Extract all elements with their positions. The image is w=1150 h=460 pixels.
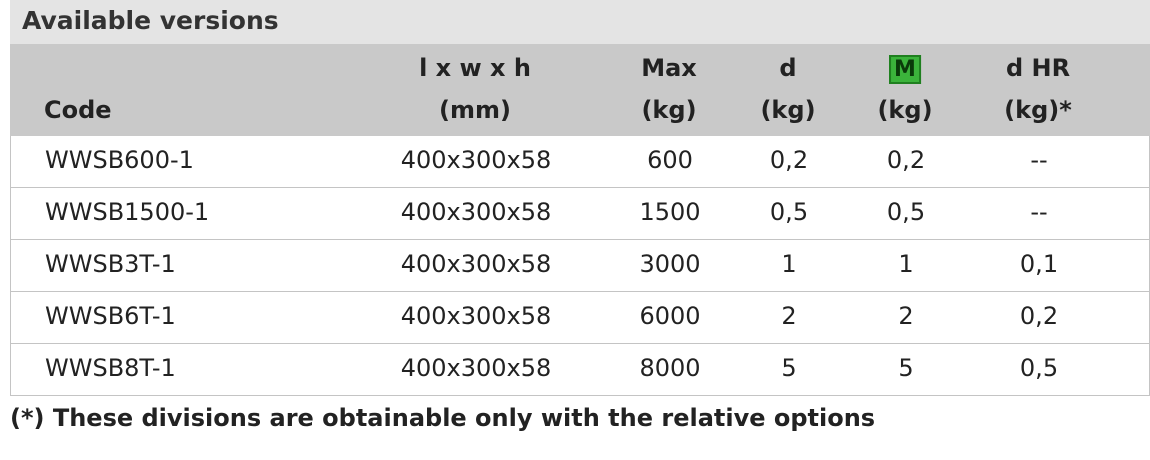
column-header: l x w x h: [419, 54, 531, 82]
table-row: WWSB8T-1 400x300x58 8000 5 5 0,5: [10, 344, 1150, 396]
table-row: WWSB1500-1 400x300x58 1500 0,5 0,5 --: [10, 188, 1150, 240]
table-cell: 0,5: [886, 198, 926, 226]
table-header: Code l x w x h (mm) Max (kg) d (kg) M (kg) d HR (k…: [10, 44, 1150, 136]
footnote: (*) These divisions are obtainable only …: [10, 404, 876, 432]
table-cell: --: [1030, 146, 1048, 174]
column-header: (kg): [641, 96, 697, 124]
table-cell: 2: [781, 302, 797, 330]
table-cell: WWSB3T-1: [45, 250, 176, 278]
table-cell: 400x300x58: [400, 354, 552, 382]
table-cell: 0,2: [769, 146, 809, 174]
table-cell: 5: [898, 354, 914, 382]
table-cell: --: [1030, 198, 1048, 226]
column-header: (kg): [877, 96, 933, 124]
column-header: d HR: [1005, 54, 1071, 82]
m-icon: M: [889, 55, 921, 84]
column-header: Code: [44, 96, 112, 124]
column-header: Max: [641, 54, 697, 82]
table-cell: 0,2: [1019, 302, 1059, 330]
column-header: (kg)*: [1004, 96, 1072, 124]
table-cell: 0,2: [886, 146, 926, 174]
table-cell: WWSB8T-1: [45, 354, 176, 382]
table-cell: 5: [781, 354, 797, 382]
table-cell: 8000: [639, 354, 701, 382]
table-row: WWSB600-1 400x300x58 600 0,2 0,2 --: [10, 136, 1150, 188]
table-cell: 400x300x58: [400, 250, 552, 278]
table-cell: WWSB600-1: [45, 146, 194, 174]
table-cell: 0,5: [769, 198, 809, 226]
title: Available versions: [22, 6, 279, 35]
title-bar: Available versions: [10, 0, 1150, 44]
table-cell: 1: [781, 250, 797, 278]
table-cell: WWSB6T-1: [45, 302, 176, 330]
table-cell: 2: [898, 302, 914, 330]
table-cell: 0,5: [1019, 354, 1059, 382]
column-header: (kg): [760, 96, 816, 124]
table-cell: 1: [898, 250, 914, 278]
table-cell: 600: [647, 146, 693, 174]
table-row: WWSB6T-1 400x300x58 6000 2 2 0,2: [10, 292, 1150, 344]
table-cell: 3000: [639, 250, 701, 278]
column-header: d: [779, 54, 797, 82]
table-cell: 6000: [639, 302, 701, 330]
table-cell: 400x300x58: [400, 146, 552, 174]
table-cell: WWSB1500-1: [45, 198, 210, 226]
column-header: (mm): [439, 96, 511, 124]
table-row: WWSB3T-1 400x300x58 3000 1 1 0,1: [10, 240, 1150, 292]
table-cell: 400x300x58: [400, 198, 552, 226]
table-cell: 0,1: [1019, 250, 1059, 278]
table-cell: 400x300x58: [400, 302, 552, 330]
column-header: M: [889, 54, 921, 84]
table-cell: 1500: [639, 198, 701, 226]
